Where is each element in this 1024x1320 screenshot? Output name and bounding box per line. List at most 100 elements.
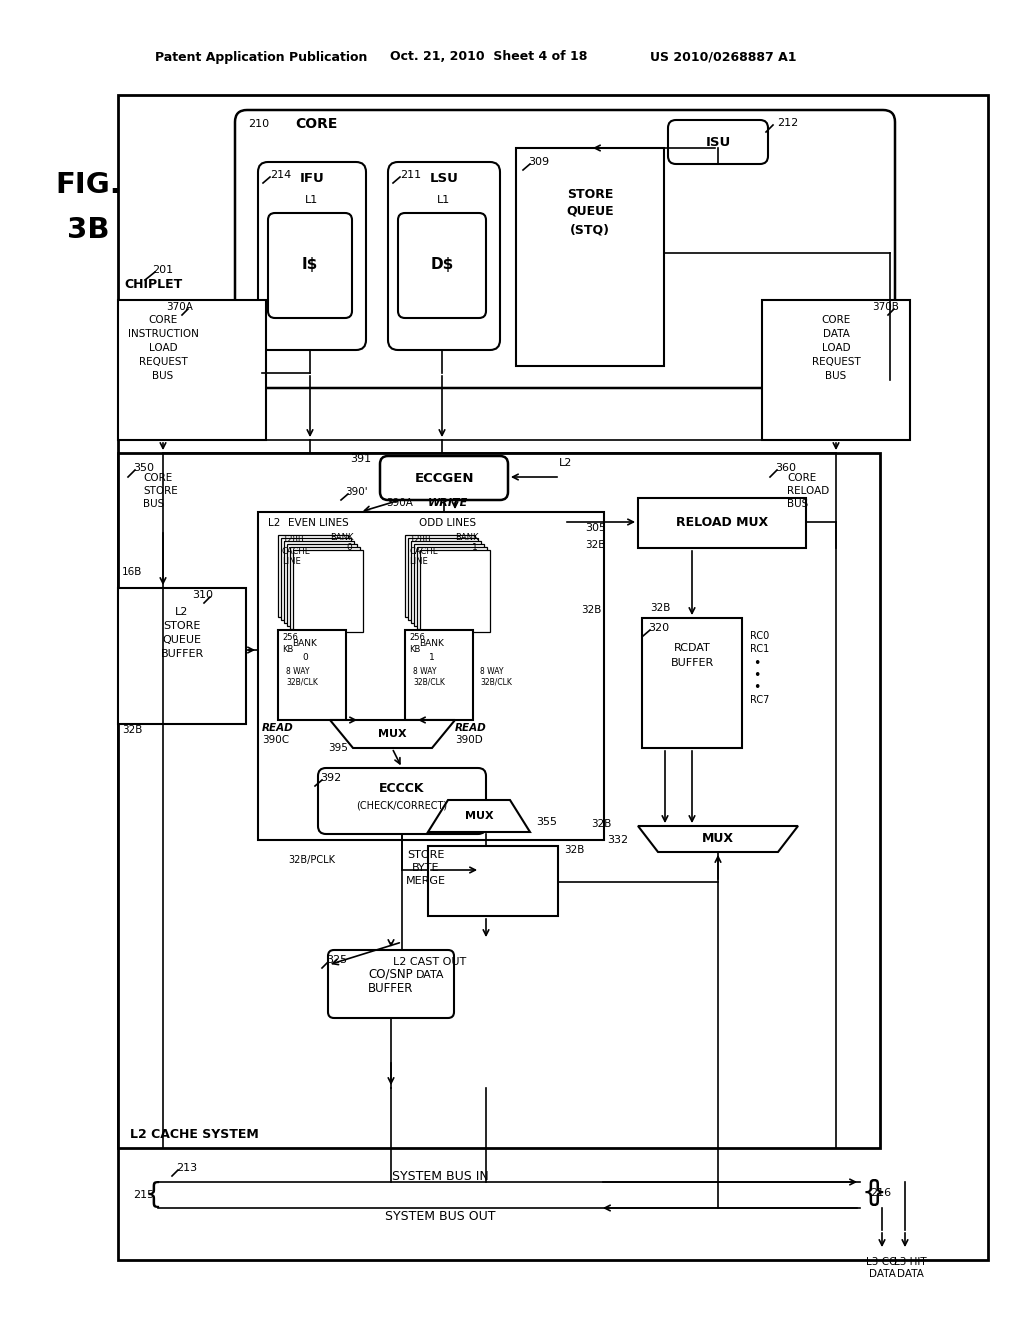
Bar bbox=[281, 539, 351, 620]
Text: L2 CAST OUT: L2 CAST OUT bbox=[393, 957, 467, 968]
Text: 32B/PCLK: 32B/PCLK bbox=[288, 855, 335, 865]
Text: STORE: STORE bbox=[143, 486, 178, 496]
Text: BUS: BUS bbox=[143, 499, 164, 510]
Text: RCDAT: RCDAT bbox=[674, 643, 711, 653]
Bar bbox=[290, 546, 360, 630]
Bar bbox=[406, 630, 473, 719]
Text: 201: 201 bbox=[152, 265, 173, 275]
Bar bbox=[408, 539, 478, 620]
Text: 32B: 32B bbox=[650, 603, 671, 612]
Text: 390C: 390C bbox=[262, 735, 289, 744]
Bar bbox=[258, 512, 604, 840]
Text: 32B/CLK: 32B/CLK bbox=[413, 677, 444, 686]
Text: 128B: 128B bbox=[409, 536, 431, 544]
Text: CACHE: CACHE bbox=[409, 546, 438, 556]
Text: {: { bbox=[862, 1179, 880, 1206]
Text: ISU: ISU bbox=[706, 136, 731, 149]
Text: 32B: 32B bbox=[592, 818, 612, 829]
Text: 212: 212 bbox=[777, 117, 799, 128]
Text: 214: 214 bbox=[270, 170, 291, 180]
Text: READ: READ bbox=[455, 723, 486, 733]
Text: 370B: 370B bbox=[872, 302, 899, 312]
Text: STORE: STORE bbox=[567, 189, 613, 202]
Text: D$: D$ bbox=[430, 257, 454, 272]
Text: SYSTEM BUS IN: SYSTEM BUS IN bbox=[391, 1170, 488, 1183]
Text: I$: I$ bbox=[302, 257, 318, 272]
Text: 390': 390' bbox=[345, 487, 368, 498]
Text: L2: L2 bbox=[175, 607, 188, 616]
Text: 32B/CLK: 32B/CLK bbox=[480, 677, 512, 686]
Text: CO/SNP: CO/SNP bbox=[369, 968, 414, 981]
Bar bbox=[278, 630, 346, 719]
Text: LOAD: LOAD bbox=[821, 343, 850, 352]
Text: SYSTEM BUS OUT: SYSTEM BUS OUT bbox=[385, 1209, 496, 1222]
Text: •: • bbox=[753, 668, 761, 681]
Text: L1: L1 bbox=[305, 195, 318, 205]
Text: RELOAD: RELOAD bbox=[787, 486, 829, 496]
Text: 355: 355 bbox=[536, 817, 557, 828]
Text: 215: 215 bbox=[133, 1191, 155, 1200]
Text: }: } bbox=[869, 1179, 887, 1206]
Text: 210: 210 bbox=[248, 119, 269, 129]
Text: 32B: 32B bbox=[582, 605, 602, 615]
Text: IFU: IFU bbox=[300, 172, 325, 185]
Text: KB: KB bbox=[282, 644, 293, 653]
Text: QUEUE: QUEUE bbox=[566, 205, 613, 218]
Text: 32B: 32B bbox=[564, 845, 585, 855]
Polygon shape bbox=[638, 826, 798, 851]
Text: DATA: DATA bbox=[897, 1269, 924, 1279]
Text: CORE: CORE bbox=[143, 473, 172, 483]
Text: 370A: 370A bbox=[166, 302, 193, 312]
Text: (STQ): (STQ) bbox=[570, 223, 610, 236]
Text: BUFFER: BUFFER bbox=[369, 982, 414, 995]
Text: 310: 310 bbox=[193, 590, 213, 601]
Text: BUS: BUS bbox=[153, 371, 174, 381]
Text: ODD LINES: ODD LINES bbox=[420, 517, 476, 528]
Text: ECCCK: ECCCK bbox=[379, 783, 425, 796]
Text: MERGE: MERGE bbox=[406, 876, 446, 886]
Text: ECCGEN: ECCGEN bbox=[415, 471, 474, 484]
Bar bbox=[420, 550, 490, 632]
Text: KB: KB bbox=[409, 644, 421, 653]
Text: DATA: DATA bbox=[416, 970, 444, 979]
FancyBboxPatch shape bbox=[388, 162, 500, 350]
Text: INSTRUCTION: INSTRUCTION bbox=[128, 329, 199, 339]
FancyBboxPatch shape bbox=[258, 162, 366, 350]
Text: CORE: CORE bbox=[148, 315, 177, 325]
FancyBboxPatch shape bbox=[398, 213, 486, 318]
Text: 325: 325 bbox=[326, 954, 347, 965]
FancyBboxPatch shape bbox=[234, 110, 895, 388]
Bar bbox=[406, 535, 475, 616]
Text: 1: 1 bbox=[429, 652, 435, 661]
FancyBboxPatch shape bbox=[328, 950, 454, 1018]
Text: L2: L2 bbox=[559, 458, 572, 469]
Text: REQUEST: REQUEST bbox=[138, 356, 187, 367]
Text: RC7: RC7 bbox=[750, 696, 769, 705]
Text: 32B/CLK: 32B/CLK bbox=[286, 677, 317, 686]
Text: REQUEST: REQUEST bbox=[812, 356, 860, 367]
Text: CHIPLET: CHIPLET bbox=[124, 279, 182, 292]
Text: 309: 309 bbox=[528, 157, 549, 168]
Text: BUFFER: BUFFER bbox=[161, 649, 204, 659]
Text: RC0: RC0 bbox=[750, 631, 769, 642]
Text: 320: 320 bbox=[648, 623, 669, 634]
Text: BANK: BANK bbox=[330, 532, 353, 541]
Bar bbox=[118, 587, 246, 723]
Text: 8 WAY: 8 WAY bbox=[286, 668, 309, 676]
Text: 32B: 32B bbox=[586, 540, 606, 550]
Text: 8 WAY: 8 WAY bbox=[413, 668, 436, 676]
Bar bbox=[417, 546, 487, 630]
Text: (CHECK/CORRECT): (CHECK/CORRECT) bbox=[356, 800, 447, 810]
Text: BUS: BUS bbox=[787, 499, 808, 510]
Bar bbox=[118, 95, 988, 1261]
Text: 395: 395 bbox=[328, 743, 348, 752]
Bar bbox=[287, 544, 357, 626]
Text: RC1: RC1 bbox=[750, 644, 769, 653]
Text: 390D: 390D bbox=[455, 735, 482, 744]
Text: L3 CO: L3 CO bbox=[866, 1257, 898, 1267]
Text: 332: 332 bbox=[607, 836, 628, 845]
Bar bbox=[284, 541, 354, 623]
Bar bbox=[118, 300, 266, 440]
Text: Patent Application Publication: Patent Application Publication bbox=[155, 50, 368, 63]
Text: L3 HIT: L3 HIT bbox=[894, 1257, 927, 1267]
